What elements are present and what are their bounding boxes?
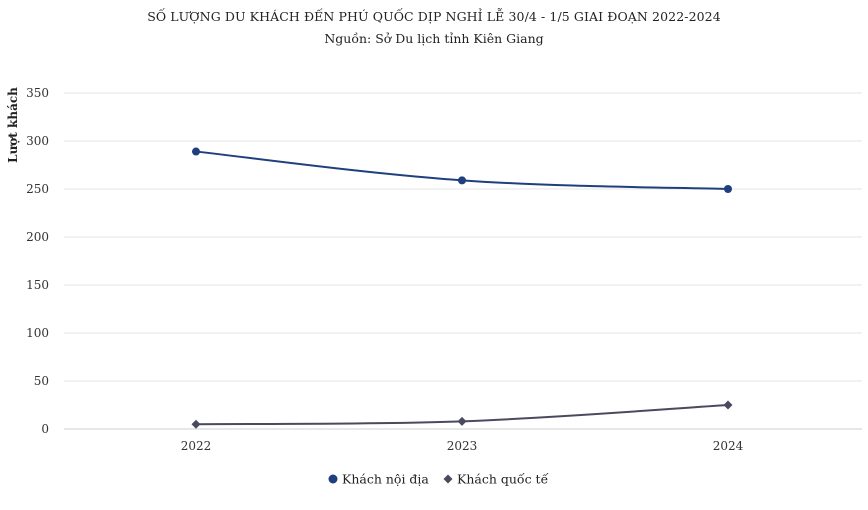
legend[interactable]: Khách nội địa Khách quốc tế	[328, 472, 549, 487]
data-point[interactable]	[191, 419, 201, 429]
data-point[interactable]	[457, 416, 467, 426]
chart-subtitle: Nguồn: Sở Du lịch tỉnh Kiên Giang	[324, 31, 544, 46]
x-axis-ticks: 2022 2023 2024	[181, 439, 744, 453]
data-point[interactable]	[192, 147, 200, 156]
y-tick-label: 350	[26, 86, 49, 100]
y-tick-label: 100	[26, 326, 49, 340]
gridlines	[64, 92, 862, 430]
y-tick-label: 150	[26, 278, 49, 292]
data-point[interactable]	[458, 176, 466, 185]
y-axis-title: Lượt khách	[6, 87, 20, 163]
legend-item-khach-quoc-te[interactable]: Khách quốc tế	[443, 472, 549, 487]
y-axis-ticks: 0 50 100 150 200 250 300 350	[26, 86, 49, 436]
x-tick-label: 2023	[447, 439, 478, 453]
series-khach-quoc-te	[191, 400, 733, 429]
legend-label: Khách nội địa	[342, 472, 429, 487]
y-tick-label: 0	[41, 422, 49, 436]
series-layer	[191, 147, 733, 429]
series-khach-noi-dia	[192, 147, 732, 193]
legend-label: Khách quốc tế	[457, 472, 549, 487]
y-tick-label: 200	[26, 230, 49, 244]
legend-item-khach-noi-dia[interactable]: Khách nội địa	[328, 472, 430, 487]
chart-title: SỐ LƯỢNG DU KHÁCH ĐẾN PHÚ QUỐC DỊP NGHỈ …	[147, 9, 721, 24]
x-tick-label: 2022	[181, 439, 212, 453]
legend-diamond-icon	[443, 474, 453, 484]
data-point[interactable]	[723, 400, 733, 410]
y-tick-label: 250	[26, 182, 49, 196]
legend-circle-icon	[328, 474, 338, 484]
data-point[interactable]	[724, 185, 732, 193]
x-tick-label: 2024	[713, 439, 744, 453]
y-tick-label: 300	[26, 134, 49, 148]
y-tick-label: 50	[34, 374, 49, 388]
